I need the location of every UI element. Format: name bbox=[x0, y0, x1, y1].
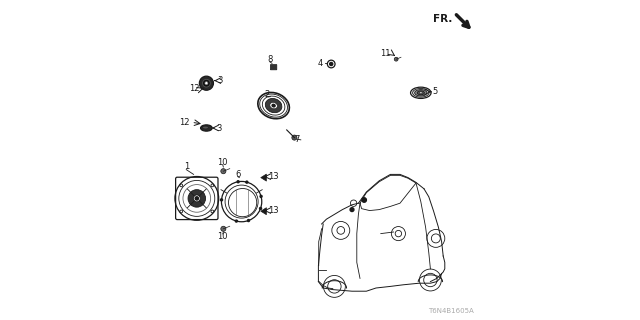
Text: 13: 13 bbox=[268, 206, 279, 215]
Text: 8: 8 bbox=[267, 55, 273, 64]
Circle shape bbox=[246, 181, 248, 183]
Circle shape bbox=[193, 195, 200, 202]
Circle shape bbox=[292, 135, 297, 140]
Circle shape bbox=[188, 190, 205, 207]
FancyArrowPatch shape bbox=[261, 174, 266, 181]
Text: 2: 2 bbox=[264, 90, 269, 99]
Text: 3: 3 bbox=[217, 76, 222, 85]
Text: 12: 12 bbox=[179, 118, 189, 127]
Text: 1: 1 bbox=[184, 162, 189, 171]
Circle shape bbox=[330, 62, 333, 66]
Text: T6N4B1605A: T6N4B1605A bbox=[428, 308, 474, 314]
Circle shape bbox=[236, 220, 237, 222]
Text: 6: 6 bbox=[235, 170, 241, 179]
Text: 10: 10 bbox=[218, 232, 228, 241]
Ellipse shape bbox=[272, 104, 275, 107]
Ellipse shape bbox=[200, 125, 212, 131]
FancyBboxPatch shape bbox=[270, 65, 277, 70]
Text: 11: 11 bbox=[380, 49, 390, 58]
Text: 13: 13 bbox=[268, 172, 279, 181]
Ellipse shape bbox=[417, 91, 424, 95]
Circle shape bbox=[221, 169, 226, 174]
Text: 3: 3 bbox=[216, 124, 221, 132]
Text: 10: 10 bbox=[218, 158, 228, 167]
Circle shape bbox=[260, 207, 262, 210]
Text: 12: 12 bbox=[189, 84, 200, 93]
Circle shape bbox=[221, 199, 223, 201]
Text: 4: 4 bbox=[318, 59, 323, 68]
Circle shape bbox=[260, 196, 262, 197]
Ellipse shape bbox=[419, 92, 422, 94]
Circle shape bbox=[221, 226, 226, 231]
Text: 7: 7 bbox=[294, 135, 300, 144]
Ellipse shape bbox=[266, 99, 282, 113]
Text: FR.: FR. bbox=[433, 14, 453, 24]
Circle shape bbox=[202, 79, 211, 87]
FancyArrowPatch shape bbox=[261, 208, 266, 215]
Circle shape bbox=[248, 220, 250, 221]
Circle shape bbox=[200, 76, 214, 90]
Circle shape bbox=[195, 197, 198, 200]
Ellipse shape bbox=[411, 87, 431, 99]
Circle shape bbox=[237, 181, 239, 183]
Circle shape bbox=[205, 82, 208, 85]
Ellipse shape bbox=[203, 126, 208, 129]
Circle shape bbox=[362, 198, 366, 202]
Ellipse shape bbox=[415, 90, 427, 96]
Circle shape bbox=[394, 57, 398, 61]
Ellipse shape bbox=[413, 88, 429, 97]
Text: 5: 5 bbox=[433, 87, 438, 96]
Ellipse shape bbox=[270, 102, 277, 109]
FancyBboxPatch shape bbox=[175, 177, 218, 220]
Circle shape bbox=[350, 208, 354, 212]
